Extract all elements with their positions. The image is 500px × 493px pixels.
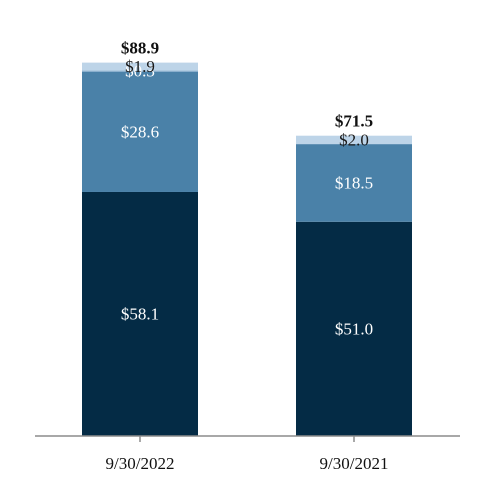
labels-layer: $58.1 $28.6 $0.3$1.9$88.9 $51.0 $18.5 $2.0$71…: [121, 39, 373, 339]
total-value-label: $71.5: [335, 112, 373, 131]
segment-value-label: $2.0: [339, 130, 369, 149]
bar-segment-0-1: [82, 71, 198, 192]
segment-value-label: $28.6: [121, 122, 159, 141]
segment-value-label: $58.1: [121, 304, 159, 323]
total-value-label: $88.9: [121, 39, 159, 58]
bars-layer: [82, 62, 412, 436]
bar-segment-1-1: [296, 144, 412, 222]
segment-value-label: $51.0: [335, 319, 373, 338]
segment-value-label: $0.3: [125, 62, 155, 81]
bar-segment-0-2: [82, 70, 198, 72]
bar-segment-1-0: [296, 221, 412, 436]
bar-segment-0-3: [82, 62, 198, 71]
segment-value-label: $1.9: [125, 57, 155, 76]
bar-segment-1-3: [296, 135, 412, 145]
segment-value-label: $18.5: [335, 173, 373, 192]
x-axis-tick-label: 9/30/2021: [320, 454, 389, 473]
bar-segment-0-0: [82, 191, 198, 436]
ticks-layer: 9/30/2022 9/30/2021: [106, 436, 389, 473]
x-axis-tick-label: 9/30/2022: [106, 454, 175, 473]
